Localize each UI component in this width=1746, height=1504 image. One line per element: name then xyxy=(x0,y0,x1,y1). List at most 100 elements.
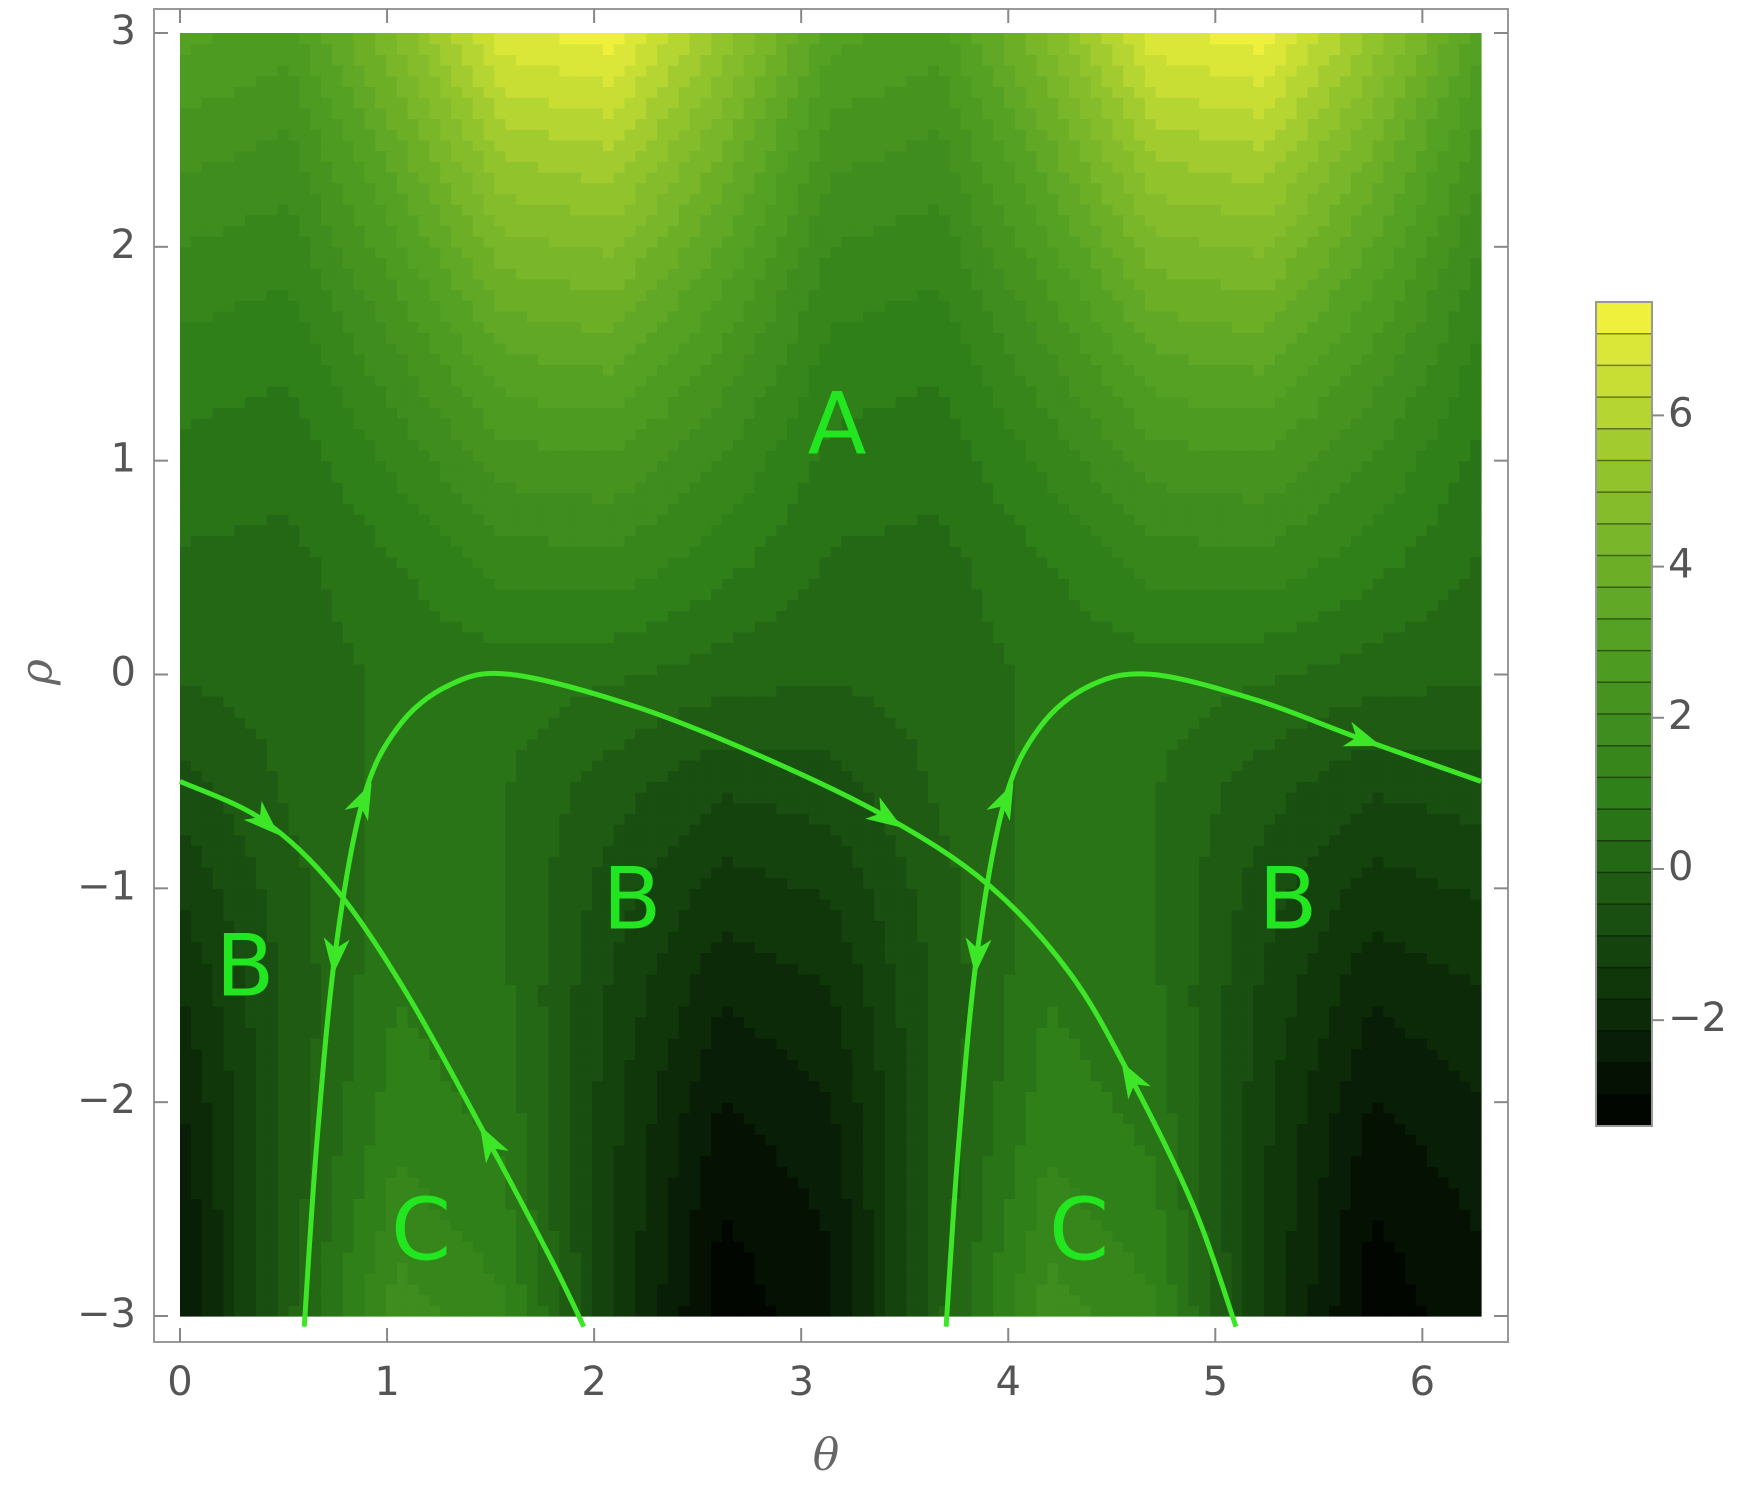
contour-cell xyxy=(678,1059,691,1071)
contour-cell xyxy=(863,1102,875,1114)
contour-cell xyxy=(1166,952,1179,964)
contour-cell xyxy=(711,1283,723,1296)
contour-cell xyxy=(1307,1112,1319,1125)
contour-cell xyxy=(396,1251,409,1264)
contour-cell xyxy=(689,1219,701,1232)
contour-cell xyxy=(1166,1198,1179,1210)
contour-cell xyxy=(732,909,745,922)
contour-cell xyxy=(1296,1294,1309,1306)
contour-cell xyxy=(255,1112,268,1125)
contour-cell xyxy=(1090,909,1103,922)
contour-cell xyxy=(385,984,398,996)
contour-cell xyxy=(331,1059,344,1071)
contour-cell xyxy=(711,1209,723,1221)
contour-cell xyxy=(1350,1005,1363,1018)
contour-cell xyxy=(863,1166,875,1178)
contour-cell xyxy=(180,920,192,932)
contour-cell xyxy=(331,984,344,996)
contour-cell xyxy=(722,1134,734,1146)
contour-cell xyxy=(1242,931,1254,943)
contour-cell xyxy=(180,1048,192,1060)
contour-cell xyxy=(342,1230,355,1242)
contour-cell xyxy=(689,963,701,975)
contour-cell xyxy=(180,1112,192,1125)
contour-cell xyxy=(1101,984,1113,996)
contour-cell xyxy=(1459,1027,1471,1039)
contour-cell xyxy=(266,1305,279,1317)
contour-cell xyxy=(1307,1005,1319,1018)
contour-cell xyxy=(1296,984,1309,996)
contour-cell xyxy=(201,899,214,911)
contour-cell xyxy=(1090,1038,1103,1050)
contour-cell xyxy=(364,941,376,954)
contour-cell xyxy=(1047,920,1059,932)
contour-cell xyxy=(1415,1177,1428,1189)
contour-cell xyxy=(787,1144,799,1157)
contour-cell xyxy=(657,1187,669,1199)
contour-cell xyxy=(396,1305,409,1317)
contour-cell xyxy=(971,1080,983,1093)
contour-cell xyxy=(223,973,235,986)
contour-cell xyxy=(1166,1230,1179,1242)
contour-cell xyxy=(591,1112,604,1125)
contour-cell xyxy=(873,1005,886,1018)
contour-cell xyxy=(1134,1273,1146,1285)
contour-cell xyxy=(657,1219,669,1232)
contour-cell xyxy=(483,1283,496,1296)
contour-cell xyxy=(429,1241,441,1253)
contour-cell xyxy=(776,909,788,922)
contour-cell xyxy=(1134,1294,1146,1306)
contour-cell xyxy=(310,781,322,793)
contour-cell xyxy=(873,1241,886,1253)
contour-cell xyxy=(1220,1273,1233,1285)
contour-cell xyxy=(581,1241,593,1253)
contour-cell xyxy=(787,1219,799,1232)
contour-cell xyxy=(830,984,842,996)
contour-cell xyxy=(223,1219,235,1232)
contour-cell xyxy=(407,1102,420,1114)
contour-cell xyxy=(526,941,539,954)
contour-cell xyxy=(212,1155,224,1167)
contour-cell xyxy=(266,1209,279,1221)
contour-cell xyxy=(993,1230,1005,1242)
contour-cell xyxy=(852,1005,864,1018)
contour-cell xyxy=(418,1198,430,1210)
contour-cell xyxy=(1307,1059,1319,1071)
contour-cell xyxy=(1448,1283,1460,1296)
contour-cell xyxy=(765,1123,777,1135)
contour-cell xyxy=(472,899,485,911)
contour-cell xyxy=(581,995,593,1007)
contour-cell xyxy=(1437,941,1450,954)
contour-cell xyxy=(1079,1112,1092,1125)
contour-cell xyxy=(1134,1144,1146,1157)
contour-cell xyxy=(1036,1005,1048,1018)
contour-cell xyxy=(494,941,506,954)
contour-cell xyxy=(613,1230,626,1242)
contour-cell xyxy=(711,1059,723,1071)
contour-cell xyxy=(266,1005,279,1018)
contour-cell xyxy=(526,920,539,932)
contour-cell xyxy=(1470,1155,1482,1167)
contour-cell xyxy=(277,1016,290,1028)
contour-cell xyxy=(472,920,485,932)
contour-cell xyxy=(1296,1198,1309,1210)
contour-cell xyxy=(819,1144,832,1157)
contour-cell xyxy=(646,1123,658,1135)
contour-cell xyxy=(526,1048,539,1060)
contour-cell xyxy=(1372,984,1385,996)
contour-cell xyxy=(1394,1027,1406,1039)
contour-cell xyxy=(1058,1059,1070,1071)
contour-cell xyxy=(1199,941,1211,954)
contour-cell xyxy=(1264,973,1276,986)
contour-cell xyxy=(1036,1134,1048,1146)
contour-cell xyxy=(1361,920,1374,932)
contour-cell xyxy=(906,973,918,986)
contour-cell xyxy=(1405,1144,1417,1157)
contour-cell xyxy=(1275,995,1287,1007)
contour-cell xyxy=(657,1283,669,1296)
contour-cell xyxy=(754,941,767,954)
contour-cell xyxy=(732,1262,745,1274)
contour-cell xyxy=(331,1251,344,1264)
contour-cell xyxy=(1383,1262,1395,1274)
contour-cell xyxy=(1242,1070,1254,1082)
